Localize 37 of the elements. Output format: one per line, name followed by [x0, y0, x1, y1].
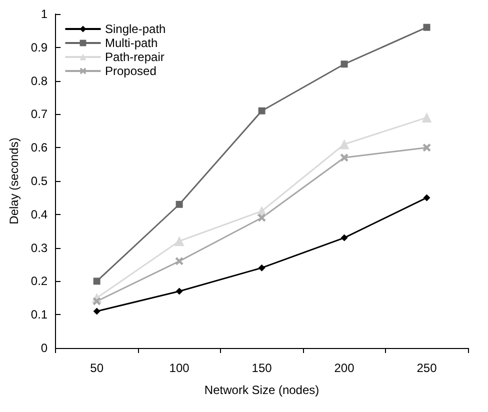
point [423, 24, 430, 31]
point [93, 278, 100, 285]
y-tick-label: 0.5 [30, 174, 48, 188]
point [176, 288, 183, 295]
y-axis-title: Delay (seconds) [7, 138, 21, 224]
point [339, 139, 350, 150]
x-tick-label: 150 [252, 361, 272, 375]
point [258, 107, 266, 114]
point [258, 214, 266, 222]
point [340, 234, 348, 242]
point [340, 60, 348, 68]
x-tick-label: 200 [334, 361, 355, 375]
y-tick-label: 0.4 [30, 207, 48, 222]
y-tick-label: 0.2 [30, 274, 48, 288]
y-tick-label: 0.9 [30, 40, 48, 54]
y-tick-label: 0.6 [30, 140, 48, 155]
x-tick-label: 50 [90, 361, 104, 375]
legend-label: Multi-path [105, 36, 158, 50]
legend-label: Path-repair [105, 50, 164, 64]
y-tick-label: 0.8 [30, 74, 48, 88]
x-tick-label: 100 [169, 361, 190, 375]
point [93, 308, 100, 315]
x-tick-label: 250 [416, 361, 438, 375]
y-tick-label: 0.1 [30, 308, 48, 322]
point [423, 194, 430, 202]
point [174, 236, 184, 246]
point [258, 264, 266, 272]
y-tick-label: 0 [40, 341, 48, 355]
legend-label: Single-path [105, 22, 166, 36]
x-axis-title: Network Size (nodes) [204, 383, 320, 397]
point [92, 297, 101, 306]
point [422, 112, 432, 123]
y-tick-label: 0.7 [30, 107, 48, 122]
y-tick-label: 0.3 [30, 240, 48, 255]
y-tick-label: 1 [40, 7, 48, 21]
legend-label: Proposed [105, 64, 156, 78]
point [176, 200, 183, 208]
